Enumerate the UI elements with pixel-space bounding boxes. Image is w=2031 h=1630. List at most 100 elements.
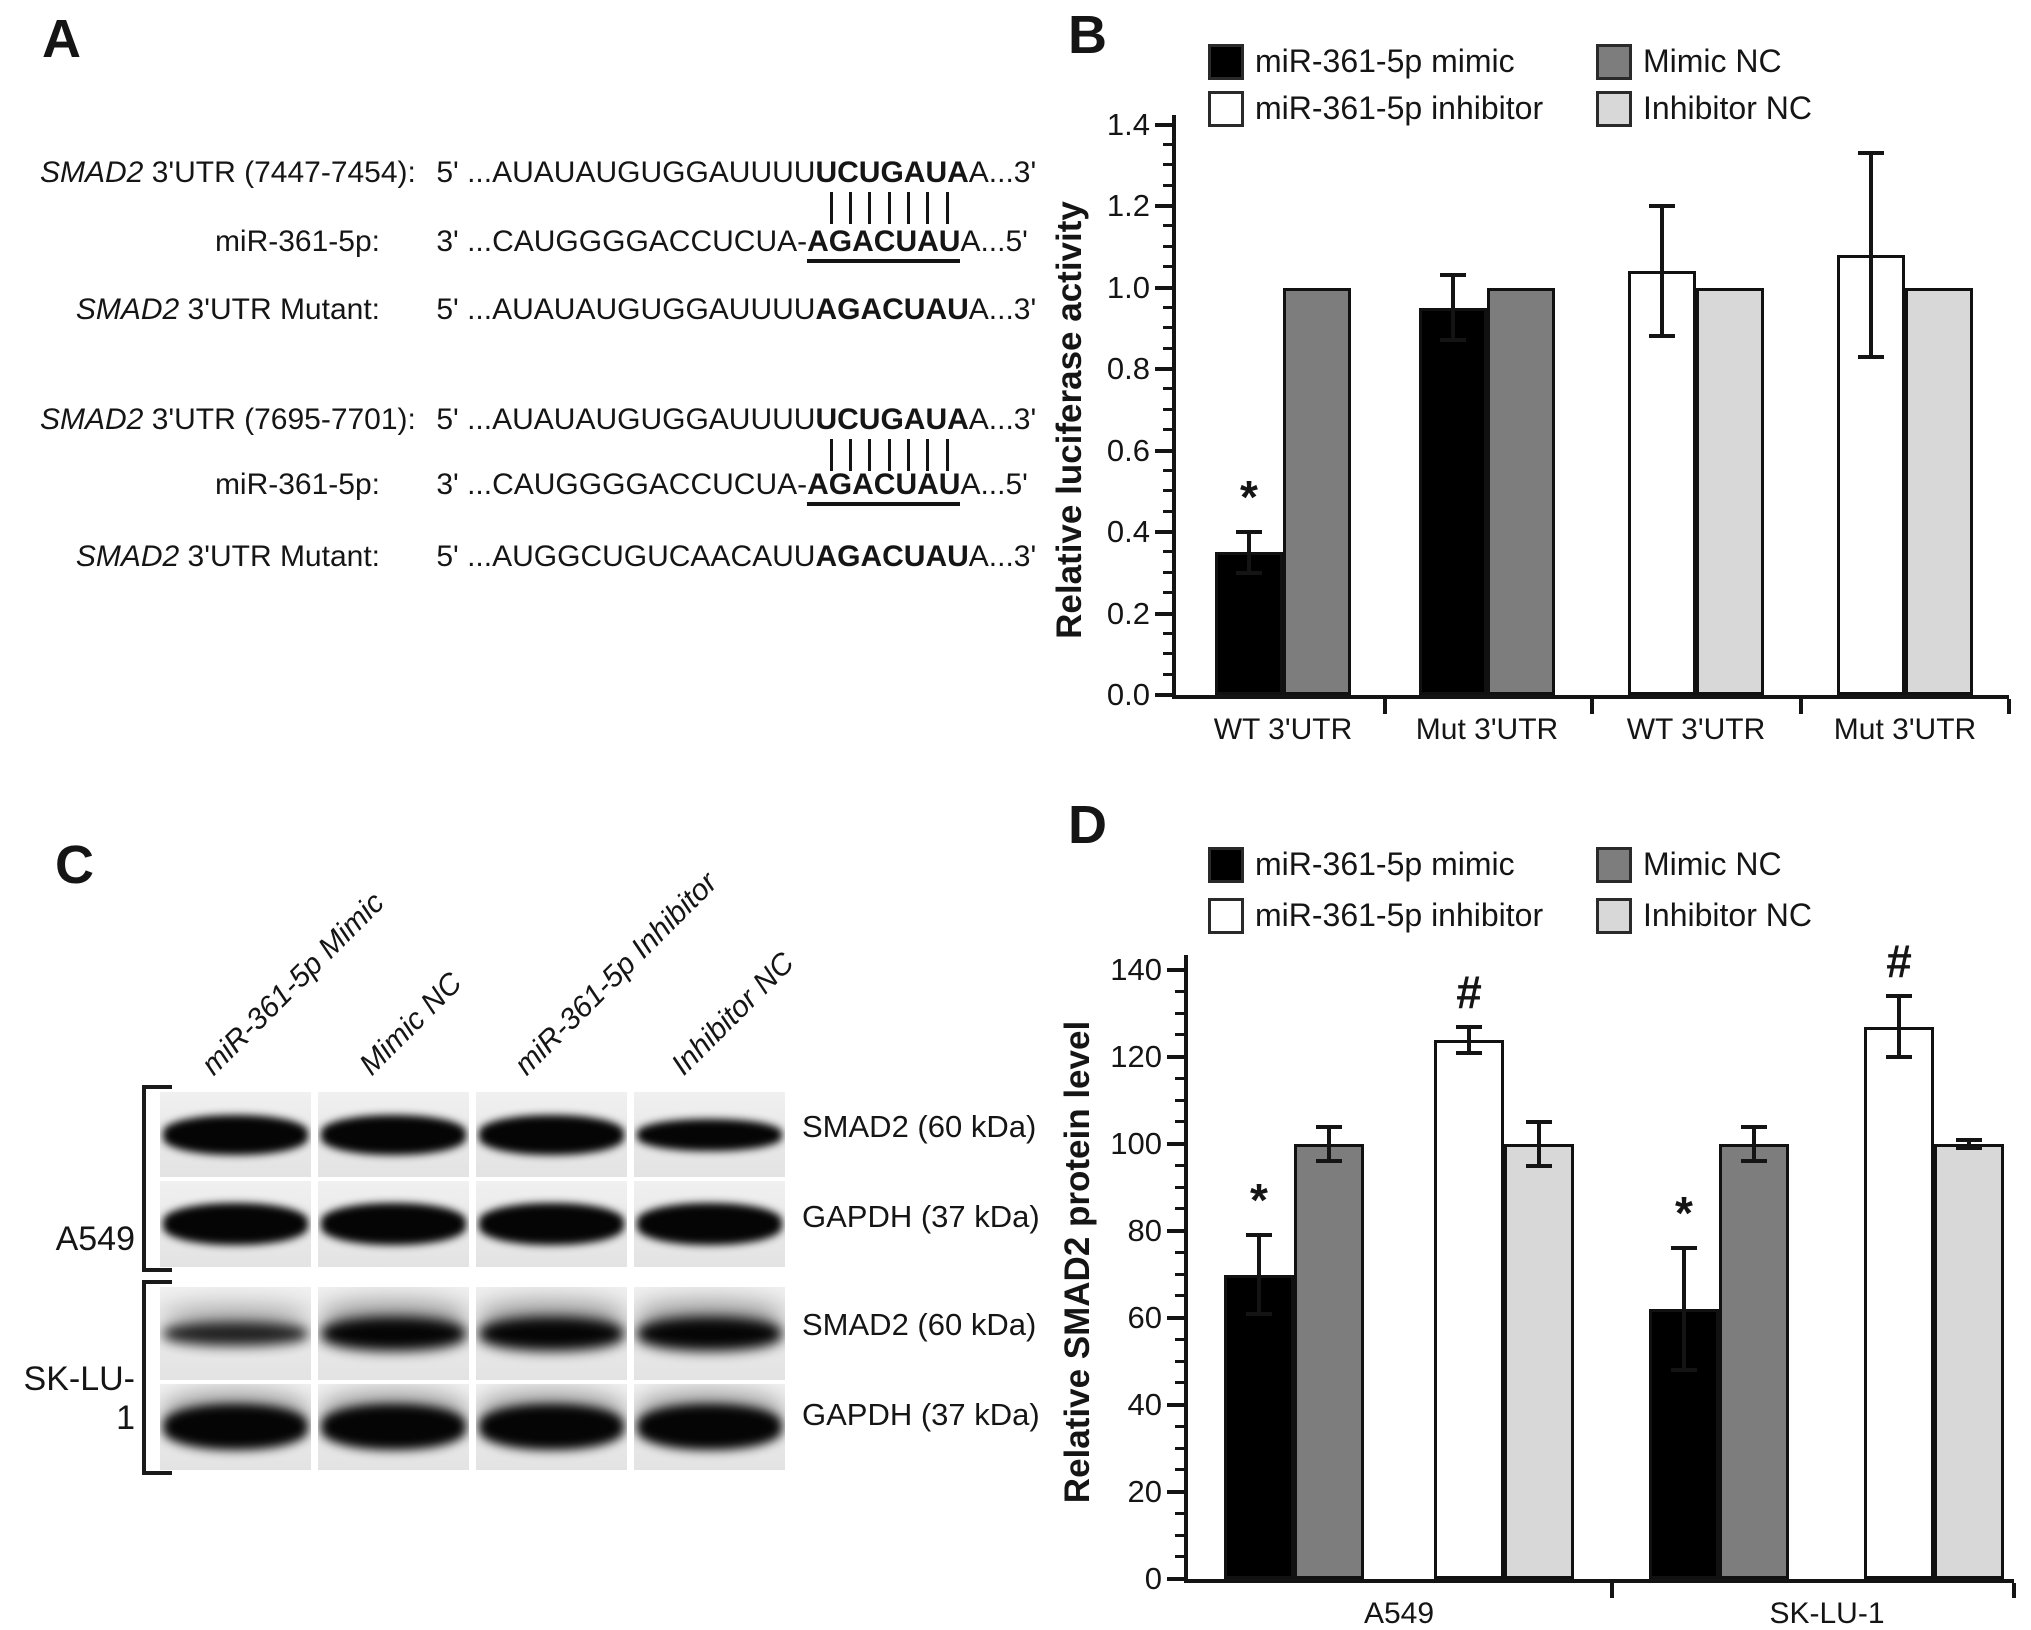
y-minor-tick <box>1163 631 1172 635</box>
y-major-tick <box>1155 530 1172 534</box>
y-tick-label: 80 <box>1127 1213 1162 1248</box>
y-major-tick <box>1155 122 1172 127</box>
y-tick-label: 60 <box>1127 1300 1162 1335</box>
x-category-label: A549 <box>1363 1597 1435 1630</box>
error-bar-cap <box>1741 1159 1767 1164</box>
y-tick-label: 120 <box>1110 1039 1162 1074</box>
y-minor-tick <box>1163 550 1172 554</box>
sequence-row-label: SMAD2 3'UTR Mutant: <box>75 540 380 573</box>
bar <box>1487 287 1555 695</box>
legend-item-inhibitor-nc: Inhibitor NC <box>1596 897 1812 934</box>
lane-label-mimic-nc: Mimic NC <box>353 966 469 1082</box>
sequence-row-label: SMAD2 3'UTR (7695-7701): <box>40 403 416 436</box>
y-minor-tick <box>1175 1337 1184 1341</box>
lane-label-inhibitor-nc: Inhibitor NC <box>665 946 801 1082</box>
error-bar <box>1752 1126 1756 1162</box>
y-minor-tick <box>1175 1185 1184 1189</box>
panel-a-letter: A <box>42 9 81 69</box>
error-bar-cap <box>1526 1163 1552 1168</box>
y-major-tick <box>1155 285 1172 290</box>
error-bar-cap <box>1456 1024 1482 1029</box>
y-major-tick <box>1167 1055 1184 1059</box>
base-pairing-lines <box>821 192 956 224</box>
y-tick-label: 0.0 <box>1106 677 1150 712</box>
error-bar <box>1967 1139 1971 1149</box>
bar <box>1934 1144 2004 1579</box>
sequence-row-mutant: SMAD2 3'UTR Mutant: 5' ...AUAUAUGUGGAUUU… <box>40 292 1036 328</box>
blot-lane <box>318 1384 469 1470</box>
y-major-tick <box>1167 1577 1184 1581</box>
y-minor-tick <box>1175 1359 1184 1363</box>
y-major-tick <box>1155 693 1172 697</box>
legend-item-inhibitor: miR-361-5p inhibitor <box>1208 90 1543 127</box>
base-pair-line <box>945 439 949 471</box>
y-minor-tick <box>1163 387 1172 391</box>
x-separator-tick <box>1383 699 1387 714</box>
y-tick-label: 0.2 <box>1106 595 1150 631</box>
y-minor-tick <box>1163 265 1172 269</box>
significance-label: * <box>1240 471 1258 523</box>
bar <box>1719 1144 1789 1579</box>
bar <box>1905 287 1973 695</box>
blot-strip-sklu1-smad2 <box>160 1287 785 1380</box>
y-major-tick <box>1167 1316 1184 1320</box>
y-tick-label: 0.4 <box>1106 514 1150 549</box>
x-category-label: WT 3'UTR <box>1213 713 1353 746</box>
y-minor-tick <box>1175 1207 1184 1211</box>
error-bar-cap <box>1456 1050 1482 1055</box>
y-minor-tick <box>1175 989 1184 993</box>
y-minor-tick <box>1175 1381 1184 1385</box>
band-label-gapdh-a549: GAPDH (37 kDa) <box>802 1199 1040 1234</box>
y-minor-tick <box>1163 591 1172 595</box>
error-bar-cap <box>1886 1055 1912 1059</box>
protein-band <box>163 1203 308 1245</box>
blot-lane <box>476 1092 627 1177</box>
cell-line-label-a549: A549 <box>55 1220 135 1258</box>
y-minor-tick <box>1163 305 1172 309</box>
error-bar <box>1897 996 1901 1057</box>
legend-swatch-inhibitor <box>1208 90 1244 127</box>
bracket-a549 <box>142 1085 172 1272</box>
y-minor-tick <box>1163 468 1172 472</box>
bar <box>1283 287 1351 695</box>
base-pairing-row: 5' ...AUAUAUGUGGAUUUUUCUGAUA <box>40 190 969 230</box>
protein-band <box>163 1404 308 1450</box>
bar <box>1696 287 1764 695</box>
blot-lane <box>160 1092 311 1177</box>
y-major-tick <box>1167 1490 1184 1494</box>
legend-swatch-inhibitor-nc <box>1596 897 1632 934</box>
error-bar-cap <box>1246 1311 1272 1316</box>
y-minor-tick <box>1163 407 1172 411</box>
y-minor-tick <box>1175 1163 1184 1167</box>
sequence-text: 3' ...CAUGGGGACCUCUA-AGACUAUA...5' <box>436 225 1028 263</box>
y-major-tick <box>1155 204 1172 208</box>
error-bar <box>1869 153 1873 357</box>
significance-label: # <box>1456 965 1482 1018</box>
y-minor-tick <box>1163 326 1172 330</box>
bar <box>1434 1039 1504 1579</box>
x-category-label: Mut 3'UTR <box>1415 713 1559 746</box>
error-bar-cap <box>1649 334 1675 339</box>
protein-band <box>479 1203 624 1245</box>
y-minor-tick <box>1163 163 1172 167</box>
error-bar-cap <box>1526 1120 1552 1125</box>
base-pairing-lines <box>821 439 956 471</box>
y-tick-label: 1.4 <box>1106 106 1150 142</box>
x-separator-tick <box>1610 1583 1614 1598</box>
base-pair-line <box>868 439 872 471</box>
bar <box>1419 307 1487 695</box>
error-bar <box>1682 1248 1686 1371</box>
x-category-label: WT 3'UTR <box>1626 713 1766 746</box>
y-tick-label: 40 <box>1127 1387 1162 1422</box>
panel-c-letter: C <box>55 835 94 895</box>
bar <box>1864 1026 1934 1579</box>
protein-band <box>321 1404 466 1450</box>
y-minor-tick <box>1163 570 1172 574</box>
band-label-gapdh-sklu1: GAPDH (37 kDa) <box>802 1397 1040 1432</box>
y-major-tick <box>1167 968 1184 972</box>
base-pair-line <box>829 439 833 471</box>
protein-band <box>637 1203 782 1245</box>
chart-d-plot: 0 20 40 60 80 100 120 140 * # A549 * # SK-LU-1 <box>1110 938 2016 1630</box>
y-minor-tick <box>1175 1446 1184 1450</box>
